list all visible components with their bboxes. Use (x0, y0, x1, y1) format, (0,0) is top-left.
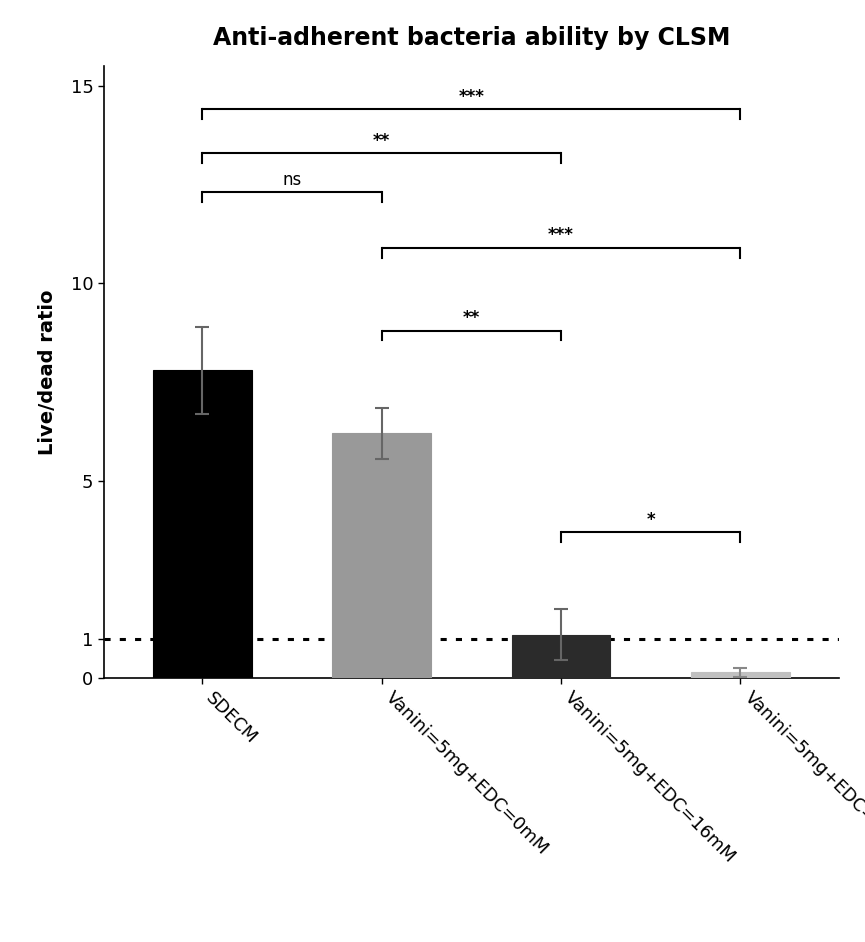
Title: Anti-adherent bacteria ability by CLSM: Anti-adherent bacteria ability by CLSM (213, 26, 730, 50)
Bar (332, 433, 431, 678)
Text: ***: *** (458, 89, 484, 106)
Bar (691, 673, 790, 678)
Y-axis label: Live/dead ratio: Live/dead ratio (37, 289, 56, 455)
Text: ns: ns (283, 171, 302, 189)
Bar (153, 370, 252, 678)
Text: **: ** (373, 132, 390, 150)
Bar (512, 635, 611, 678)
Text: *: * (646, 511, 655, 528)
Text: **: ** (463, 310, 480, 328)
Text: ***: *** (548, 226, 574, 245)
